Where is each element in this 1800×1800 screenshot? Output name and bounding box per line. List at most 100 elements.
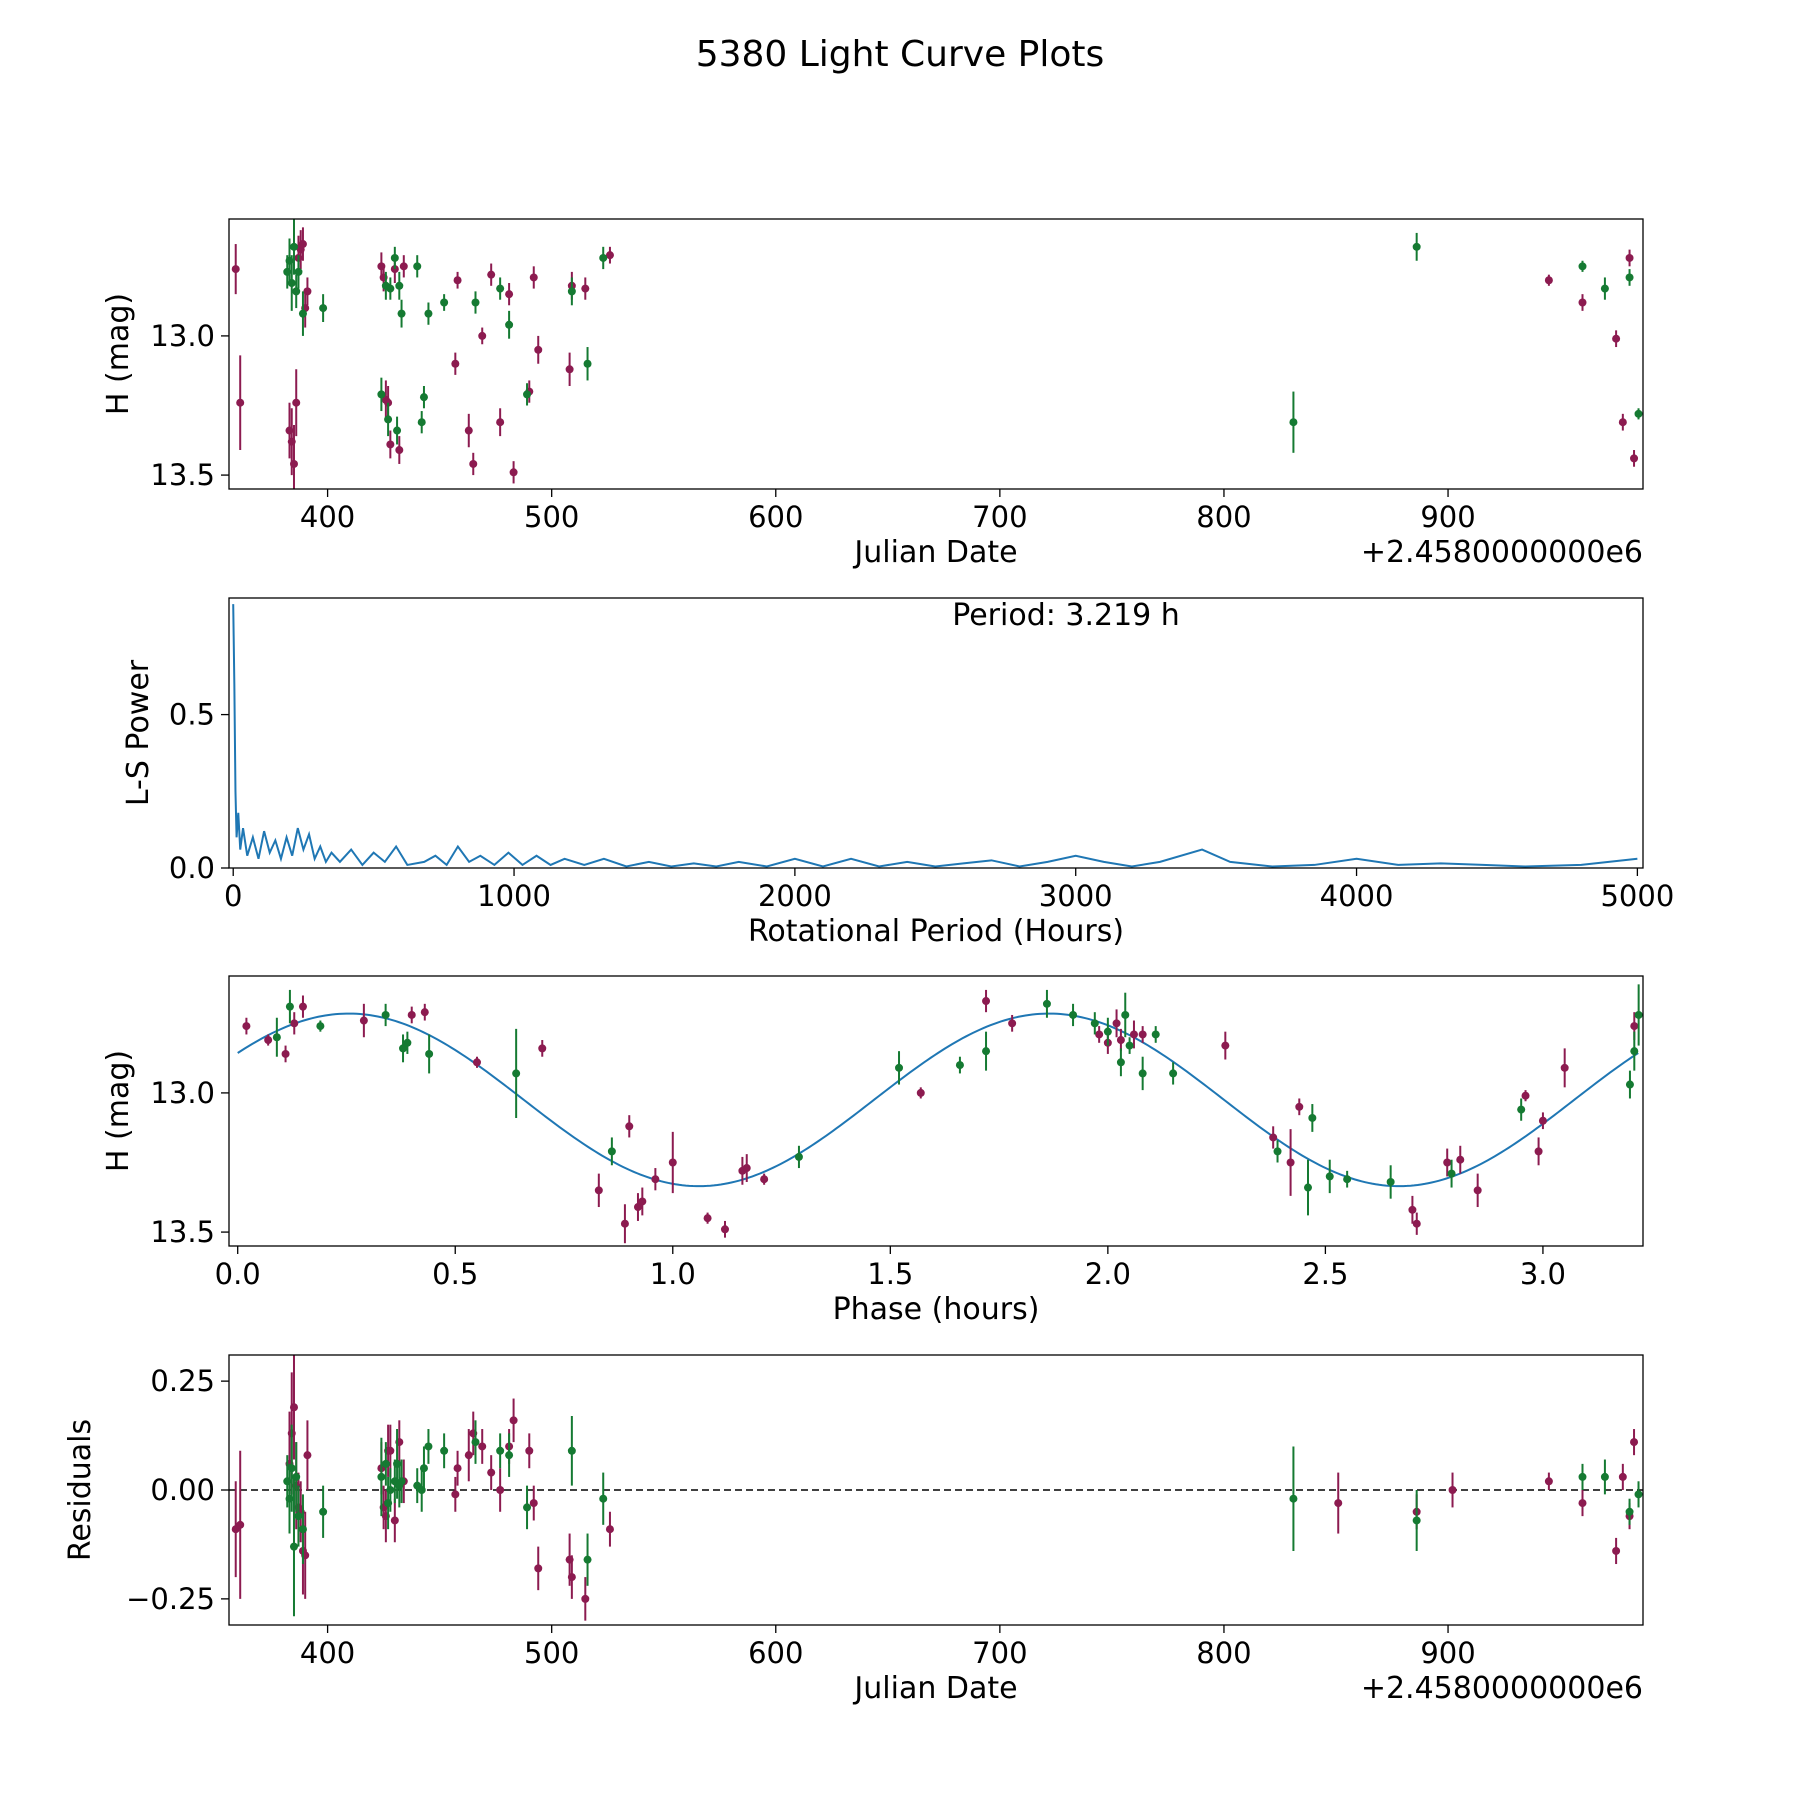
data-point-filter-1 [1095,1026,1104,1043]
x-tick-label: 800 [1196,500,1251,534]
data-marker [298,240,307,249]
data-point-filter-2 [1634,1481,1643,1508]
data-marker [1578,262,1587,271]
x-offset-label: +2.4580000000e6 [1361,535,1643,570]
data-point-filter-1 [982,989,991,1013]
data-point-filter-2 [1308,1104,1317,1132]
data-marker [1169,1069,1178,1078]
data-marker [565,365,574,374]
data-point-filter-1 [594,1173,603,1208]
panel-periodogram: 0 1000 2000 3000 4000 5000 0.0 0.5 Rotational Pe… [121,597,1674,949]
data-marker [1343,1175,1352,1184]
data-marker [478,331,487,340]
data-marker [242,1022,251,1031]
data-marker [319,304,328,313]
data-marker [523,1503,532,1512]
data-point-filter-2 [292,1442,301,1512]
data-point-filter-1 [236,1450,245,1599]
data-point-filter-2 [419,386,428,409]
data-marker [472,1058,481,1067]
data-marker [1129,1030,1138,1039]
y-tick-label: 0.0 [169,851,215,885]
data-point-filter-2 [1600,277,1609,300]
data-marker [292,287,301,296]
periodogram-line [232,604,1638,868]
y-axis-label: Residuals [63,1419,98,1561]
data-point-filter-1 [1112,1009,1121,1038]
data-point-filter-2 [1625,269,1634,286]
data-marker [231,265,240,274]
x-tick-label: 2000 [758,879,832,913]
x-axis-label: Julian Date [852,535,1017,570]
data-point-filter-2 [567,1415,576,1486]
x-tick-label: 800 [1196,1636,1251,1670]
data-marker [982,1047,991,1056]
data-point-filter-1 [509,1398,518,1443]
data-point-filter-1 [1521,1090,1530,1102]
data-marker [1612,1546,1621,1555]
data-marker [567,287,576,296]
data-marker [1286,1158,1295,1167]
data-marker [290,1019,299,1028]
x-tick-label: 1.0 [650,1257,696,1291]
data-point-filter-2 [292,274,301,309]
data-point-filter-2 [1151,1026,1160,1043]
data-marker [1412,1516,1421,1525]
data-point-filter-2 [1625,1070,1634,1099]
x-axis-label: Rotational Period (Hours) [748,914,1124,949]
data-marker [525,1446,534,1455]
panel-residuals: 400 500 600 700 800 900 0.25 0.00 −0.25 Julian Da… [63,1354,1644,1706]
x-tick-label: 500 [524,500,579,534]
data-point-filter-2 [471,291,480,314]
data-marker [395,446,404,455]
data-point-filter-1 [298,995,307,1018]
data-marker [1095,1030,1104,1039]
y-tick-label: 0.5 [169,698,215,732]
data-marker [1625,1080,1634,1089]
data-point-filter-1 [289,1355,298,1460]
data-point-filter-1 [1544,1472,1553,1490]
data-point-filter-2 [505,310,514,339]
data-marker [583,359,592,368]
data-marker [417,418,426,427]
data-point-filter-2 [471,1420,480,1464]
data-marker [1289,1494,1298,1503]
data-point-filter-1 [567,1555,576,1599]
data-point-filter-2 [287,1424,296,1512]
plot-area [237,984,1643,1244]
x-tick-label: 1000 [477,879,551,913]
data-point-filter-2 [599,1472,608,1525]
data-point-filter-2 [583,1533,592,1586]
data-marker [451,359,460,368]
y-tick-label: −0.25 [126,1582,215,1616]
data-marker [583,1555,592,1564]
data-marker [794,1152,803,1161]
data-marker [1625,273,1634,282]
data-point-filter-1 [478,327,487,345]
axes-frame [228,218,1644,490]
data-marker [529,273,538,282]
data-marker [287,1464,296,1473]
data-point-filter-2 [319,294,328,322]
data-marker [264,1036,273,1045]
data-marker [1618,1472,1627,1481]
data-marker [1112,1019,1121,1028]
data-marker [1138,1069,1147,1078]
axes-frame [228,597,1644,869]
data-point-filter-1 [1578,1490,1587,1517]
data-point-filter-2 [505,1433,514,1477]
data-point-filter-1 [638,1187,647,1216]
data-marker [1600,1472,1609,1481]
data-point-filter-2 [285,989,294,1024]
data-point-filter-1 [469,452,478,476]
data-point-filter-1 [1408,1195,1417,1224]
data-marker [599,253,608,262]
data-point-filter-1 [1334,1472,1343,1534]
data-point-filter-2 [1447,1159,1456,1188]
data-marker [1151,1030,1160,1039]
data-point-filter-1 [1625,249,1634,267]
data-marker [289,1542,298,1551]
x-tick-label: 900 [1420,500,1475,534]
data-marker [581,284,590,293]
data-point-filter-1 [496,408,505,437]
